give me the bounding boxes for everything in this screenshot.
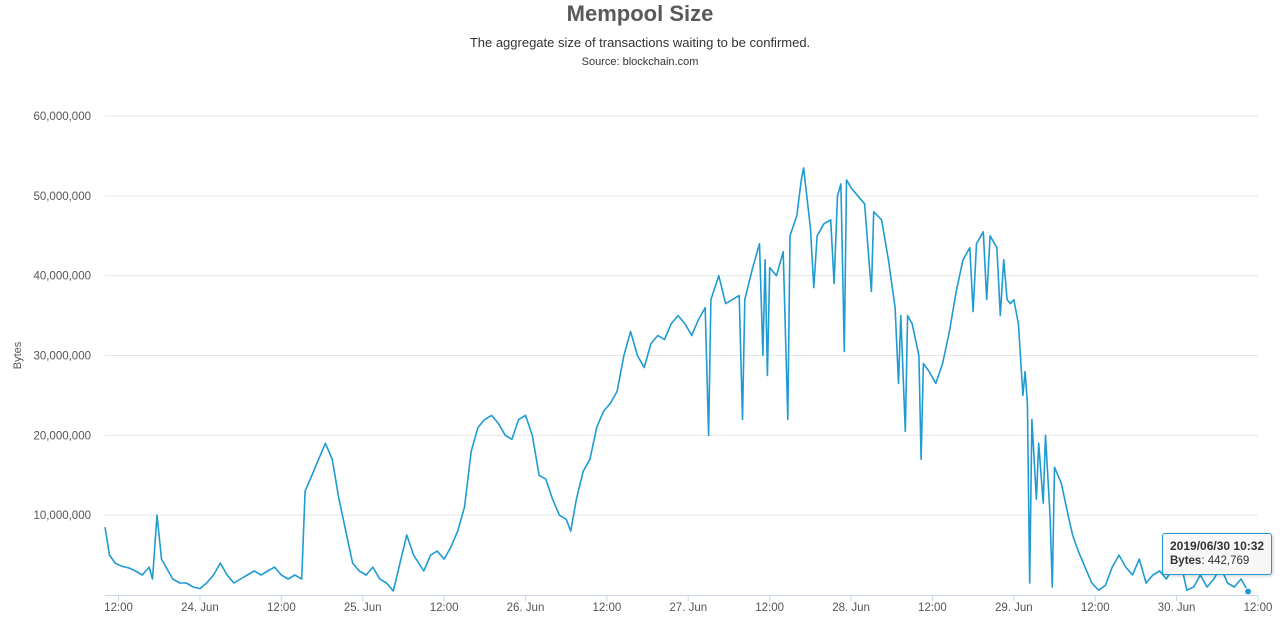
- x-tick-label: 12:00: [755, 602, 784, 614]
- chart-subtitle: The aggregate size of transactions waiti…: [469, 35, 811, 50]
- x-tick-label: 28. Jun: [832, 602, 870, 614]
- x-tick-label: 12:00: [918, 602, 947, 614]
- chart-source: Source: blockchain.com: [581, 56, 699, 68]
- tooltip-value: 442,769: [1207, 555, 1250, 568]
- x-tick-label: 25. Jun: [344, 602, 382, 614]
- hover-point-marker: [1244, 587, 1253, 596]
- x-tick-label: 12:00: [1244, 602, 1273, 614]
- mempool-series-line: [104, 167, 1249, 592]
- y-tick-label: 20,000,000: [33, 430, 91, 442]
- x-tick-label: 30. Jun: [1158, 602, 1196, 614]
- chart-title: Mempool Size: [566, 1, 714, 26]
- x-tick-label: 12:00: [430, 602, 459, 614]
- y-tick-label: 30,000,000: [33, 351, 91, 363]
- x-tick-label: 12:00: [1081, 602, 1110, 614]
- data-tooltip: 2019/06/30 10:32 Bytes: 442,769: [1162, 533, 1273, 576]
- y-axis-title: Bytes: [12, 341, 24, 369]
- x-tick-label: 12:00: [104, 602, 133, 614]
- x-tick-label: 12:00: [267, 602, 296, 614]
- y-tick-label: 40,000,000: [33, 271, 91, 283]
- x-tick-label: 12:00: [593, 602, 622, 614]
- y-tick-label: 50,000,000: [33, 191, 91, 203]
- tooltip-date: 2019/06/30 10:32: [1170, 539, 1265, 554]
- x-tick-label: 27. Jun: [669, 602, 707, 614]
- y-tick-label: 60,000,000: [33, 111, 91, 123]
- x-tick-label: 29. Jun: [995, 602, 1033, 614]
- tooltip-value-label: Bytes: [1170, 555, 1202, 568]
- y-tick-label: 10,000,000: [33, 510, 91, 522]
- x-tick-label: 26. Jun: [507, 602, 545, 614]
- x-tick-label: 24. Jun: [181, 602, 219, 614]
